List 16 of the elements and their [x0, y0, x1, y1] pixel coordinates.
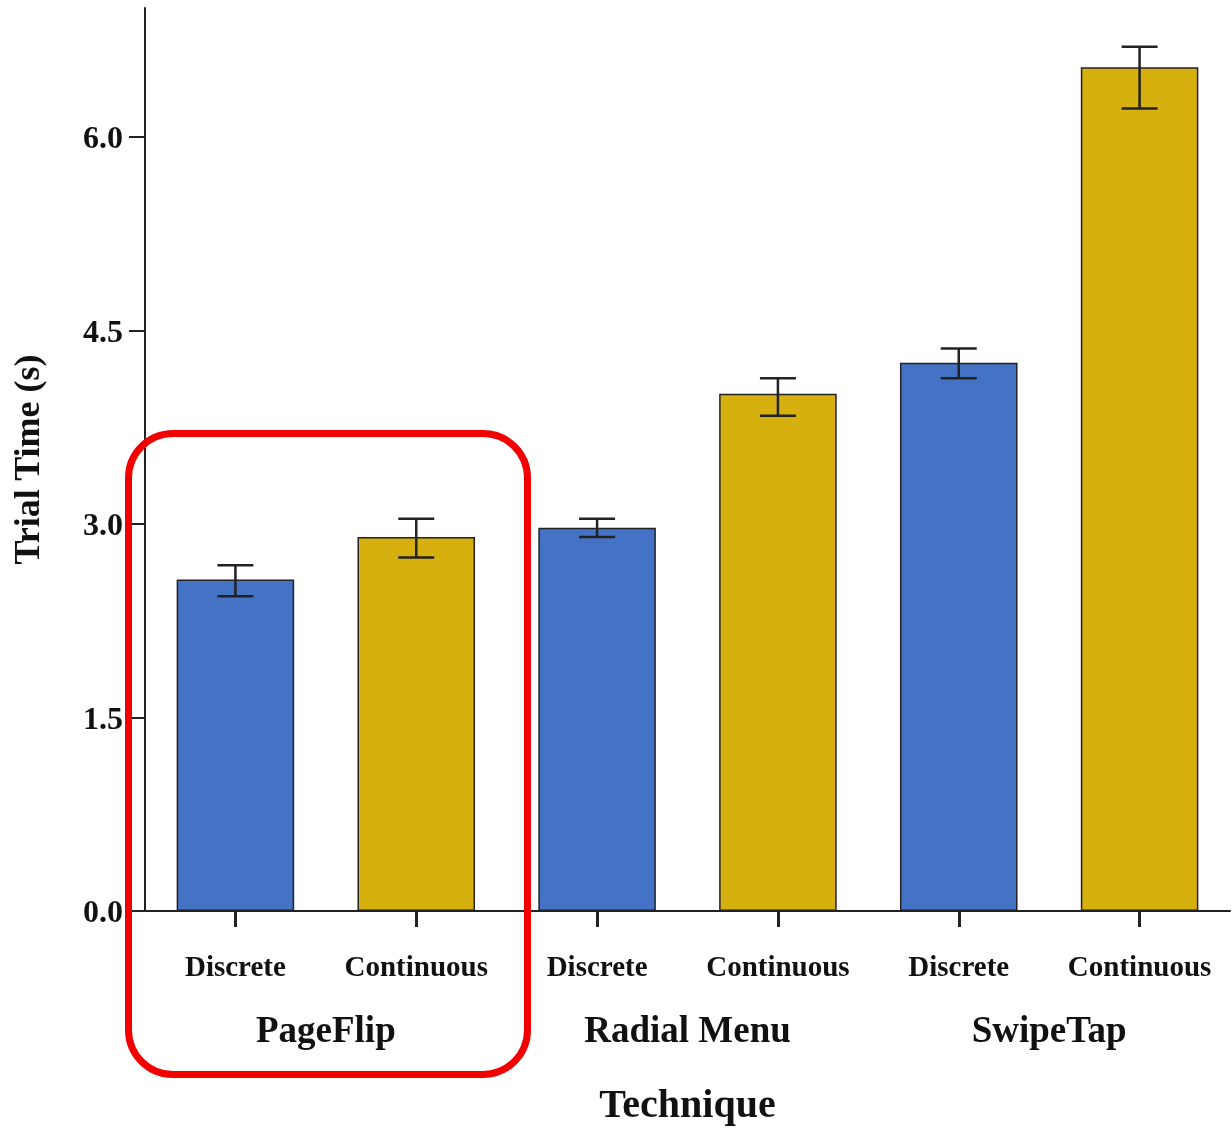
x-tick-label: Discrete — [908, 949, 1010, 982]
x-tick-label: Continuous — [1067, 949, 1212, 982]
x-tick-label: Discrete — [184, 949, 286, 982]
y-axis-title: Trial Time (s) — [7, 354, 47, 565]
y-tick-label: 0.0 — [83, 893, 123, 929]
x-tick-label: Discrete — [546, 949, 648, 982]
y-tick-label: 4.5 — [83, 312, 123, 349]
x-tick-label: Continuous — [344, 949, 488, 982]
x-tick-label: Continuous — [706, 949, 850, 982]
y-tick-label: 1.5 — [83, 699, 123, 736]
text: Radial Menu — [584, 1008, 791, 1050]
y-tick-label: 6.0 — [83, 119, 123, 155]
x-axis-title: Technique — [599, 1080, 776, 1126]
y-tick-label: 3.0 — [83, 506, 123, 542]
text: SwipeTap — [971, 1008, 1127, 1050]
text: PageFlip — [255, 1008, 396, 1050]
